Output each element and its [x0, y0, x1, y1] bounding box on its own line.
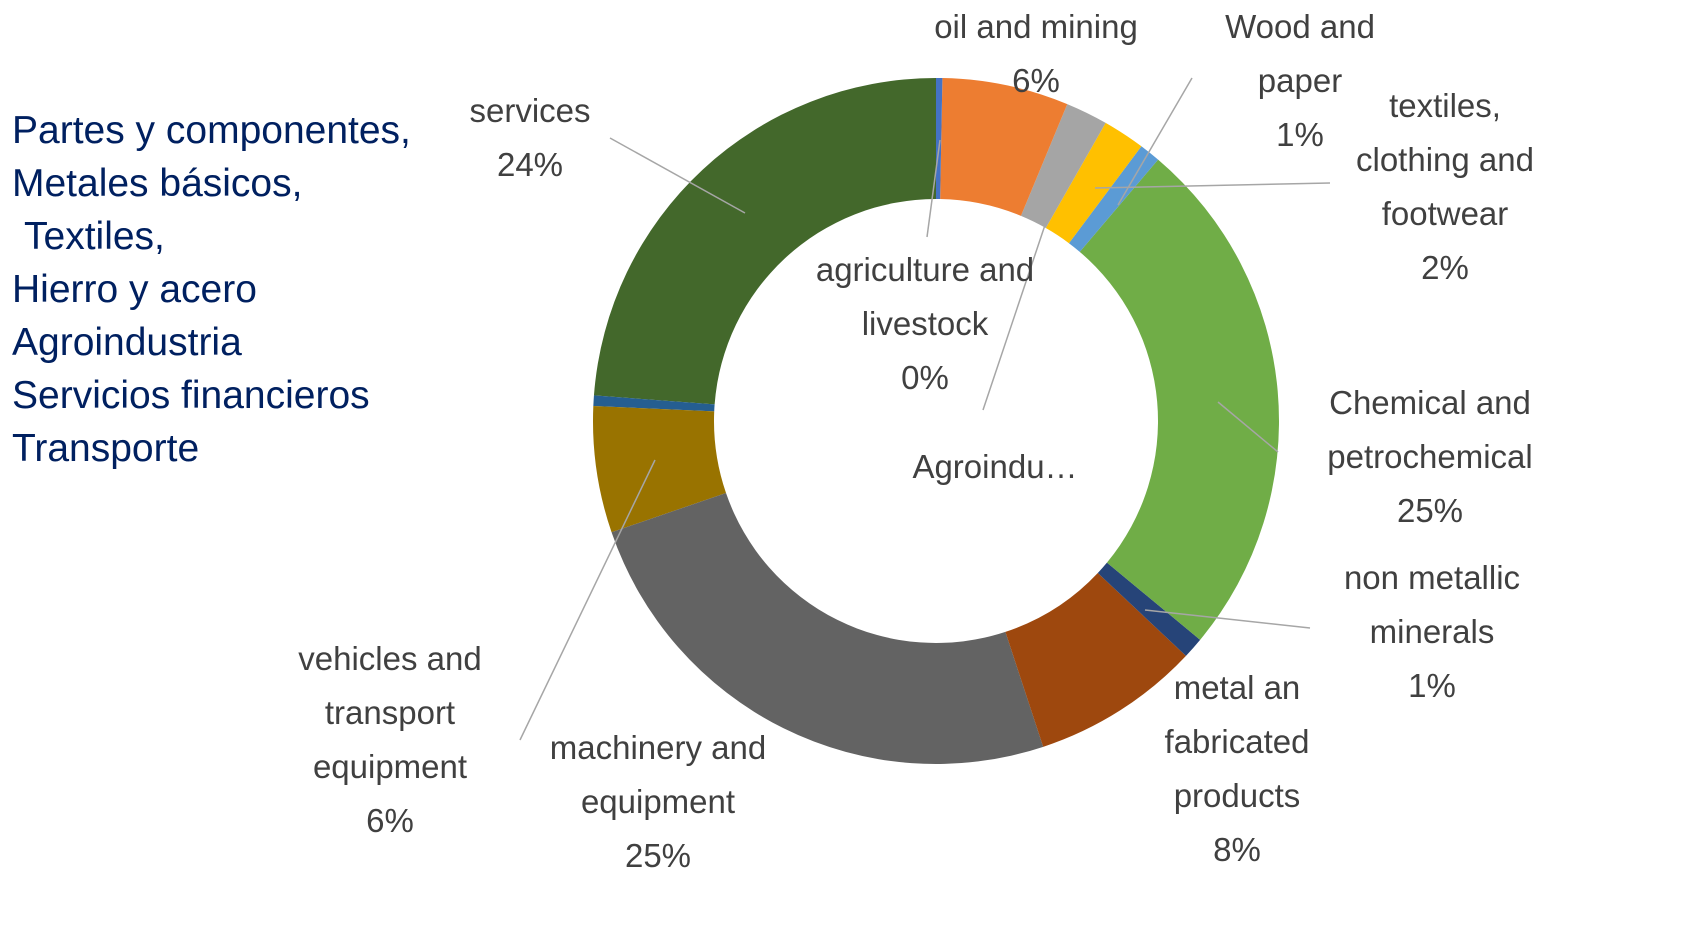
category-label: agriculture and livestock [815, 251, 1035, 342]
value-label: 24% [496, 146, 564, 183]
note-line: Hierro y acero [12, 268, 257, 311]
category-label: services [469, 92, 591, 129]
category-label: oil and mining [934, 8, 1138, 45]
value-label: 1% [1276, 116, 1324, 153]
value-label: 6% [366, 802, 414, 839]
donut-slice [1079, 159, 1279, 640]
slice-label: Chemical and petrochemical 25% [1300, 376, 1560, 538]
slice-label: vehicles and transport equipment 6% [275, 632, 505, 848]
slice-label: metal an fabricated products 8% [1137, 661, 1337, 877]
donut-slice [1068, 146, 1159, 252]
donut-slice [940, 78, 1068, 216]
leader-line [609, 137, 746, 214]
donut-slice [611, 493, 1044, 765]
note-line: Partes y componentes, [12, 109, 411, 152]
leader-line [1094, 182, 1331, 189]
value-label: 25% [1396, 492, 1464, 529]
slice-label: Wood and paper 1% [1200, 0, 1400, 162]
leader-line [1117, 77, 1193, 206]
slice-label: machinery and equipment 25% [518, 721, 798, 883]
value-label: 2% [1421, 249, 1469, 286]
donut-slice [1097, 562, 1201, 656]
note-line: Agroindustria [12, 321, 242, 364]
donut-slice [593, 78, 936, 405]
category-label: Chemical and petrochemical [1327, 384, 1533, 475]
note-line: Metales básicos, [12, 162, 303, 205]
leader-line [1217, 401, 1279, 453]
category-label: vehicles and transport equipment [298, 640, 482, 785]
leader-line [519, 459, 656, 741]
value-label: 6% [1012, 62, 1060, 99]
slice-label: oil and mining 6% [901, 0, 1171, 108]
value-label: 0% [901, 359, 949, 396]
value-label: 8% [1213, 831, 1261, 868]
note-line: Servicios financieros [12, 374, 370, 417]
leader-line [982, 224, 1046, 411]
leader-line [926, 139, 941, 238]
slice-label: services 24% [430, 84, 630, 192]
slice-label: agriculture and livestock 0% [785, 243, 1065, 405]
slice-label: non metallic minerals 1% [1312, 551, 1552, 713]
category-label: machinery and equipment [549, 729, 767, 820]
category-label: non metallic minerals [1343, 559, 1521, 650]
category-label: metal an fabricated products [1164, 669, 1310, 814]
leader-line [1144, 609, 1311, 629]
donut-slice [593, 406, 727, 533]
note-line: Textiles, [24, 215, 165, 258]
donut-slice [936, 78, 943, 200]
category-label: Agroindu… [912, 448, 1078, 485]
value-label: 25% [624, 837, 692, 874]
donut-slice [1020, 104, 1106, 229]
slice-label: textiles, clothing and footwear 2% [1330, 79, 1560, 295]
category-label: textiles, clothing and footwear [1356, 87, 1534, 232]
category-label: Wood and paper [1225, 8, 1375, 99]
donut-slice [593, 395, 715, 412]
donut-slice [1045, 122, 1142, 244]
value-label: 1% [1408, 667, 1456, 704]
slice-label: Agroindu… [912, 440, 1077, 494]
leader-lines [519, 77, 1331, 741]
note-line: Transporte [12, 427, 200, 470]
donut-slice [1005, 573, 1186, 747]
